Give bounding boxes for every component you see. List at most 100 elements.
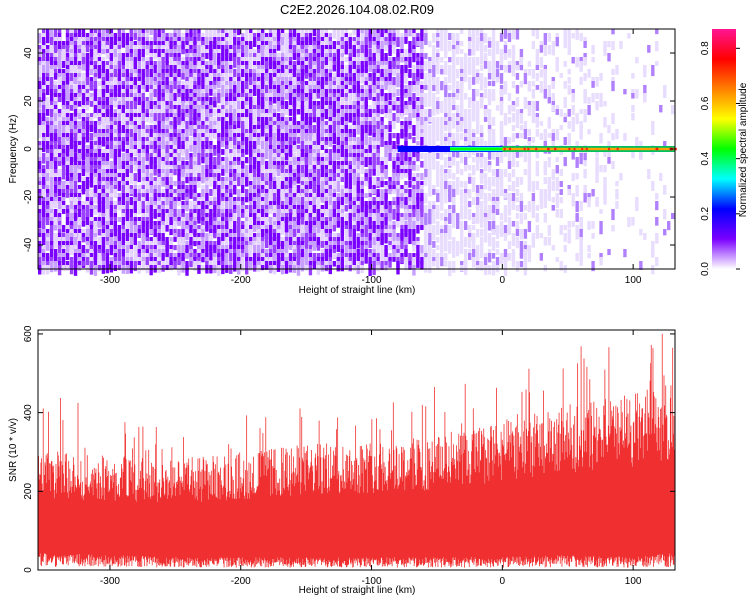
spectrogram-cell — [137, 161, 141, 168]
spectrogram-cell — [217, 49, 221, 55]
spectrogram-cell — [53, 137, 58, 143]
spectrogram-cell — [348, 229, 352, 237]
spectrogram-cell — [320, 137, 325, 144]
spectrogram-cell — [209, 133, 213, 145]
spectrogram-cell — [388, 113, 392, 121]
spectrogram-cell — [284, 53, 289, 61]
spectrogram-cell — [38, 37, 42, 44]
spectrogram-cell — [312, 225, 317, 231]
spectrogram-cell — [45, 85, 50, 92]
spectrogram-cell — [276, 233, 281, 239]
spectrogram-cell — [89, 221, 94, 227]
spectrogram-cell — [113, 205, 118, 211]
spectrogram-cell — [348, 153, 352, 159]
spectrogram-cell — [272, 253, 277, 260]
spectrogram-cell — [249, 245, 253, 254]
spectrogram-cell — [77, 29, 82, 35]
spectrogram-cell — [153, 121, 157, 129]
spectrogram-cell — [69, 173, 74, 181]
spectrogram-cell — [256, 61, 261, 69]
spectrogram-cell — [117, 109, 122, 116]
spectrogram-cell — [137, 29, 141, 40]
spectrogram-cell — [308, 257, 313, 264]
spectrogram-cell — [308, 261, 313, 266]
spectrogram-cell — [217, 69, 221, 77]
spectrogram-cell — [264, 37, 269, 43]
spectrogram-cell — [233, 41, 237, 49]
spectrogram-cell — [73, 109, 78, 117]
spectrogram-cell — [336, 77, 340, 85]
spectrogram-cell — [53, 145, 58, 151]
spectrogram-cell — [364, 117, 368, 124]
spectrogram-cell — [276, 129, 281, 136]
spectrogram-cell — [332, 137, 336, 145]
spectrogram-cell — [376, 157, 380, 165]
spectrogram-cell — [73, 193, 78, 199]
spectrogram-cell — [229, 213, 233, 219]
spectrogram-cell — [396, 65, 400, 71]
spectrogram-cell — [117, 161, 122, 168]
spectrogram-cell — [173, 69, 177, 77]
spectrogram-cell — [396, 117, 400, 123]
spectrogram-cell — [388, 61, 392, 69]
spectrogram-cell — [336, 265, 340, 272]
spectrogram-cell — [308, 61, 313, 69]
spectrogram-cell — [324, 149, 329, 155]
spectrogram-cell — [388, 125, 392, 133]
spectrogram-cell — [241, 105, 245, 113]
spectrogram-cell — [268, 41, 273, 47]
spectrogram-cell — [229, 177, 233, 183]
spectrogram-cell — [225, 185, 229, 193]
spectrogram-cell — [38, 89, 42, 97]
spectrogram-cell — [197, 37, 201, 44]
spectrogram-cell — [145, 161, 149, 169]
spectrogram-cell — [109, 129, 114, 134]
spectrogram-cell — [125, 229, 129, 237]
spectrogram-cell — [392, 161, 396, 172]
spectrogram-cell — [304, 97, 309, 103]
spectrogram-cell — [145, 125, 149, 133]
spectrogram-cell — [149, 93, 153, 104]
spectrogram-cell — [249, 209, 253, 217]
spectrogram-cell — [360, 129, 364, 137]
spectrogram-cell — [225, 209, 229, 217]
spectrogram-cell — [260, 185, 265, 192]
spectrogram-cell — [256, 245, 261, 251]
spectrogram-cell — [252, 201, 257, 208]
spectrogram-cell — [169, 121, 173, 127]
spectrogram-cell — [65, 253, 70, 261]
spectrogram-cell — [133, 221, 137, 227]
spectrogram-cell — [233, 145, 237, 153]
spectrogram-cell — [53, 185, 58, 193]
spectrogram-cell — [153, 245, 157, 252]
spectrogram-cell — [233, 109, 237, 120]
spectrogram-cell — [312, 113, 317, 120]
spectrogram-cell — [256, 205, 261, 213]
spectrogram-cell — [45, 245, 50, 251]
spectrogram-cell — [217, 261, 221, 269]
spectrogram-cell — [368, 217, 372, 224]
spectrogram-cell — [308, 45, 313, 53]
spectrogram-cell — [352, 197, 356, 202]
spectrogram-cell — [41, 93, 46, 100]
spectrogram-cell — [408, 117, 412, 124]
spectrogram-cell — [272, 97, 277, 104]
spectrogram-cell — [292, 221, 297, 228]
spectrogram-cell — [241, 69, 245, 75]
spectrogram-cell — [268, 161, 273, 168]
spectrogram-cell — [53, 45, 58, 53]
spectrogram-cell — [260, 141, 265, 152]
spectrogram-cell — [105, 109, 110, 115]
spectrogram-cell — [45, 129, 50, 137]
spectrogram-cell — [376, 217, 380, 226]
spectrogram-cell — [221, 205, 225, 212]
spectrogram-cell — [53, 125, 58, 133]
spectrogram-cell — [241, 85, 245, 92]
spectrogram-cell — [364, 81, 368, 87]
spectrogram-cell — [193, 261, 197, 267]
spectrogram-cell — [81, 237, 86, 243]
spectrogram-cell — [109, 249, 114, 256]
spectrogram-cell — [213, 233, 217, 239]
spectrogram-cell — [276, 229, 281, 235]
spectrogram-cell — [376, 181, 380, 187]
